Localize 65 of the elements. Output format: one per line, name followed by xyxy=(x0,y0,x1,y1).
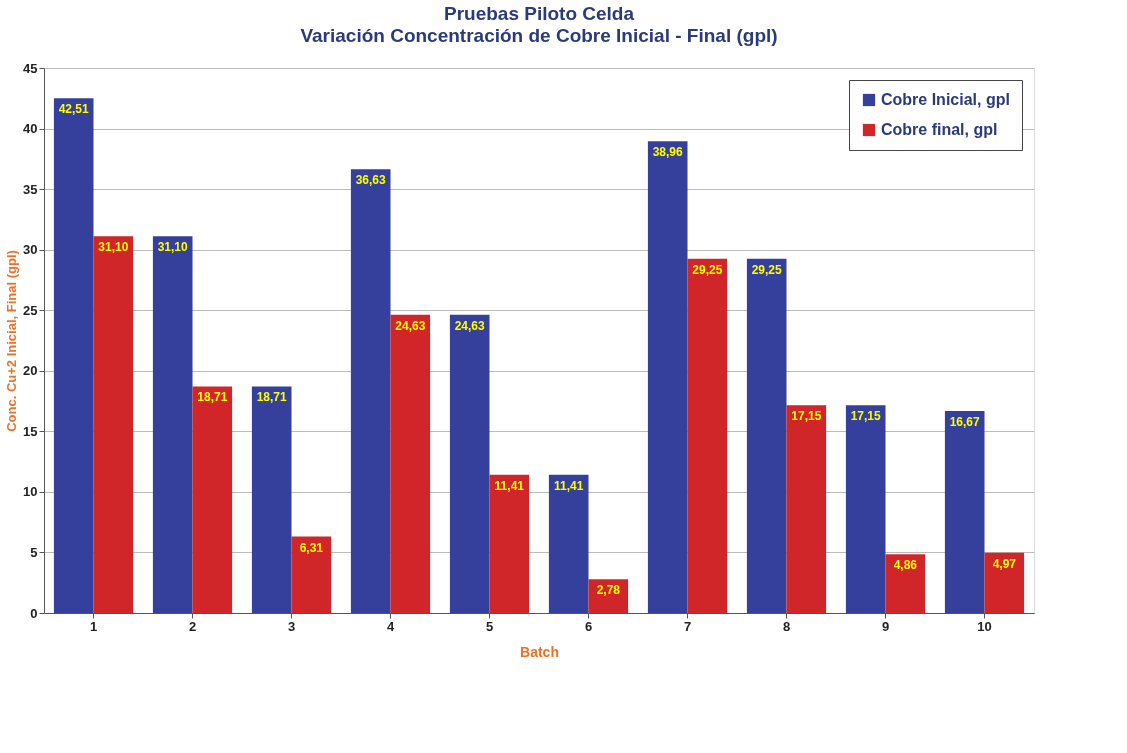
bar xyxy=(885,554,926,613)
data-label: 31,10 xyxy=(98,240,129,255)
data-label: 17,15 xyxy=(791,409,822,424)
data-label: 29,25 xyxy=(751,262,783,277)
y-tick-label: 0 xyxy=(30,605,38,621)
bar xyxy=(746,258,787,613)
legend-label: Cobre final, gpl xyxy=(881,121,998,138)
data-label: 38,96 xyxy=(652,145,684,160)
bar xyxy=(984,552,1025,613)
data-label: 4,86 xyxy=(893,558,918,573)
x-tick-label: 5 xyxy=(485,618,494,634)
x-tick-label: 7 xyxy=(683,618,692,634)
data-label: 11,41 xyxy=(494,478,525,493)
bar xyxy=(152,236,193,613)
data-label: 6,31 xyxy=(299,540,324,555)
y-tick-label: 45 xyxy=(23,60,38,76)
data-label: 36,63 xyxy=(355,173,387,188)
bar xyxy=(845,405,886,613)
y-tick-label: 20 xyxy=(23,363,38,379)
y-tick-label: 35 xyxy=(23,181,38,197)
chart-subtitle: Variación Concentración de Cobre Inicial - Final (gpl) xyxy=(300,25,778,46)
data-label: 24,63 xyxy=(454,318,486,333)
bar xyxy=(192,386,233,613)
data-label: 17,15 xyxy=(850,409,882,424)
y-tick-label: 15 xyxy=(23,423,38,439)
bar xyxy=(786,405,827,613)
data-label: 31,10 xyxy=(157,240,189,255)
bar xyxy=(489,474,530,613)
x-tick-label: 6 xyxy=(584,618,593,634)
x-tick-label: 9 xyxy=(881,618,890,634)
x-tick-label: 10 xyxy=(977,618,992,634)
data-label: 29,25 xyxy=(692,262,723,277)
bar xyxy=(944,411,985,613)
data-label: 11,41 xyxy=(554,478,584,493)
data-label: 24,63 xyxy=(395,318,426,333)
y-tick-label: 25 xyxy=(23,302,38,318)
x-tick-label: 4 xyxy=(386,618,395,634)
bar xyxy=(93,236,134,613)
x-tick-label: 3 xyxy=(287,618,296,634)
y-tick-label: 10 xyxy=(23,484,38,500)
data-label: 2,78 xyxy=(596,583,621,598)
data-label: 18,71 xyxy=(197,390,228,405)
bar xyxy=(53,98,94,613)
y-axis-title: Conc. Cu+2 Inicial, Final (gpl) xyxy=(4,250,20,432)
x-tick-label: 8 xyxy=(782,618,791,634)
data-label: 16,67 xyxy=(949,415,981,430)
bar xyxy=(548,474,589,613)
y-tick-label: 40 xyxy=(23,121,38,137)
data-label: 18,71 xyxy=(256,390,288,405)
bar xyxy=(291,536,332,613)
bar xyxy=(390,314,431,613)
x-tick-label: 1 xyxy=(89,618,98,634)
x-tick-label: 2 xyxy=(188,618,197,634)
chart-title: Pruebas Piloto Celda xyxy=(443,3,635,24)
data-label: 42,51 xyxy=(58,102,90,117)
y-tick-label: 30 xyxy=(23,242,38,258)
data-label: 4,97 xyxy=(992,556,1017,571)
bar xyxy=(251,386,292,613)
y-tick-label: 5 xyxy=(30,544,38,560)
x-axis-title: Batch xyxy=(520,643,559,660)
bar xyxy=(687,258,728,613)
bar xyxy=(647,141,688,613)
bar xyxy=(350,169,391,613)
bar xyxy=(449,314,490,613)
legend-label: Cobre Inicial, gpl xyxy=(881,91,1010,108)
